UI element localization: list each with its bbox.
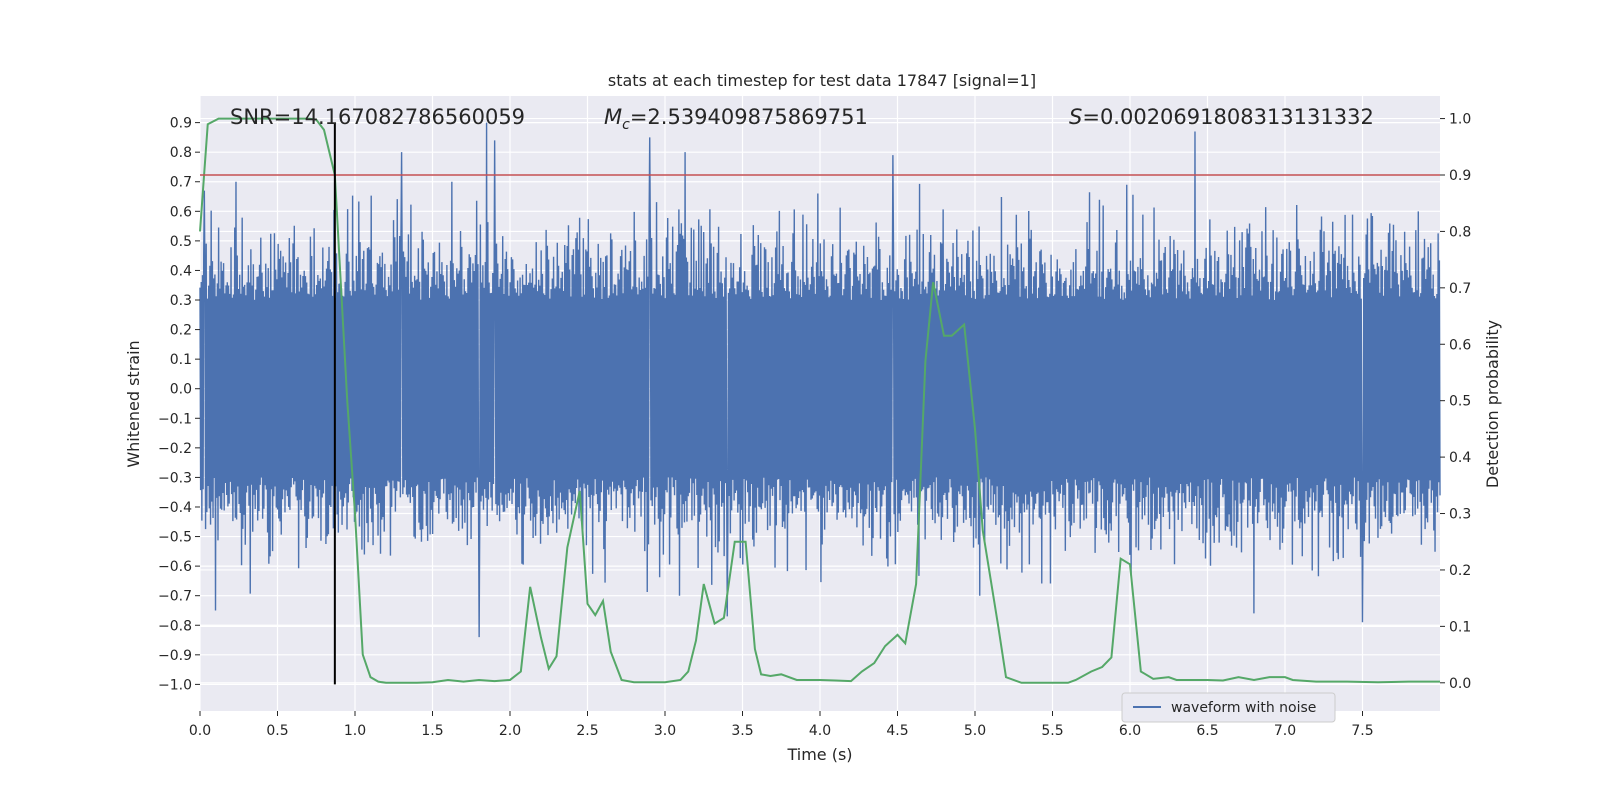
y-axis-right-label: Detection probability <box>1483 320 1502 488</box>
y-left-tick-label-9: 0.0 <box>170 382 192 398</box>
x-tick-label-14: 7.0 <box>1274 723 1296 739</box>
waveform-series <box>199 122 1441 638</box>
y-left-tick-label-7: 0.2 <box>170 323 192 339</box>
y-left-tick-label-16: −0.7 <box>158 589 192 605</box>
x-tick-label-1: 0.5 <box>266 723 288 739</box>
y-right-tick-label-6: 0.4 <box>1449 450 1471 466</box>
y-right-tick-label-1: 0.9 <box>1449 168 1471 184</box>
y-left-tick-label-14: −0.5 <box>158 530 192 546</box>
y-left-tick-label-1: 0.8 <box>170 145 192 161</box>
s-annotation: S=0.0020691808313131332 <box>1069 105 1374 129</box>
x-tick-label-4: 2.0 <box>499 723 521 739</box>
x-tick-label-12: 6.0 <box>1119 723 1141 739</box>
y-left-tick-label-11: −0.2 <box>158 441 192 457</box>
y-right-tick-label-5: 0.5 <box>1449 394 1471 410</box>
y-right-tick-label-4: 0.6 <box>1449 337 1471 353</box>
y-left-tick-label-10: −0.1 <box>158 411 192 427</box>
x-tick-label-3: 1.5 <box>421 723 443 739</box>
y-left-tick-label-4: 0.5 <box>170 234 192 250</box>
legend: waveform with noise <box>1121 692 1336 723</box>
x-tick-label-0: 0.0 <box>189 723 211 739</box>
x-tick-label-15: 7.5 <box>1351 723 1373 739</box>
y-left-tick-label-13: −0.4 <box>158 500 192 516</box>
x-tick-label-13: 6.5 <box>1196 723 1218 739</box>
y-right-tick-label-10: 0.0 <box>1449 676 1471 692</box>
y-right-tick-label-9: 0.1 <box>1449 619 1471 635</box>
y-right-tick-label-7: 0.3 <box>1449 507 1471 523</box>
y-left-tick-label-15: −0.6 <box>158 559 192 575</box>
y-left-tick-label-18: −0.9 <box>158 648 192 664</box>
chart-title: stats at each timestep for test data 178… <box>608 71 1036 90</box>
y-axis-right-ticks: 1.0 0.9 0.8 0.7 0.6 0.5 0.4 0.3 0.2 0.1 0.0 <box>1440 112 1471 692</box>
y-left-tick-label-12: −0.3 <box>158 470 192 486</box>
y-left-tick-label-8: 0.1 <box>170 352 192 368</box>
chirp-mass-annotation: Mc=2.539409875869751 <box>604 105 868 133</box>
y-left-tick-label-5: 0.4 <box>170 263 192 279</box>
legend-label: waveform with noise <box>1171 700 1316 716</box>
x-tick-label-8: 4.0 <box>809 723 831 739</box>
y-left-tick-label-6: 0.3 <box>170 293 192 309</box>
x-axis-label: Time (s) <box>786 745 852 764</box>
y-right-tick-label-0: 1.0 <box>1449 112 1471 128</box>
y-right-tick-label-3: 0.7 <box>1449 281 1471 297</box>
y-left-tick-label-0: 0.9 <box>170 116 192 132</box>
s-symbol: S <box>1069 105 1082 129</box>
x-tick-label-5: 2.5 <box>576 723 598 739</box>
y-right-tick-label-8: 0.2 <box>1449 563 1471 579</box>
chirp-mass-value: =2.539409875869751 <box>630 105 868 129</box>
legend-box <box>1121 692 1336 723</box>
probability-series <box>199 117 1440 684</box>
y-axis-left-label: Whitened strain <box>124 340 143 467</box>
snr-annotation: SNR=14.167082786560059 <box>230 105 525 129</box>
x-tick-label-11: 5.5 <box>1041 723 1063 739</box>
y-left-tick-label-2: 0.7 <box>170 175 192 191</box>
x-tick-label-10: 5.0 <box>964 723 986 739</box>
x-tick-label-6: 3.0 <box>654 723 676 739</box>
y-left-tick-label-3: 0.6 <box>170 204 192 220</box>
x-axis-ticks: 0.0 0.5 1.0 1.5 2.0 2.5 3.0 3.5 4.0 4.5 5.0 5.5 6.0 6… <box>189 711 1374 739</box>
y-axis-left-ticks: 0.9 0.8 0.7 0.6 0.5 0.4 0.3 0.2 0.1 0.0 −0.1 −0.2 −0… <box>158 116 200 693</box>
y-right-tick-label-2: 0.8 <box>1449 224 1471 240</box>
x-tick-label-2: 1.0 <box>344 723 366 739</box>
y-left-tick-label-17: −0.8 <box>158 618 192 634</box>
s-value: =0.0020691808313131332 <box>1082 105 1374 129</box>
y-left-tick-label-19: −1.0 <box>158 677 192 693</box>
x-tick-label-7: 3.5 <box>731 723 753 739</box>
waveform-line <box>199 122 1441 638</box>
chirp-mass-symbol: M <box>604 105 622 129</box>
x-tick-label-9: 4.5 <box>886 723 908 739</box>
chirp-mass-subscript: c <box>622 117 630 133</box>
